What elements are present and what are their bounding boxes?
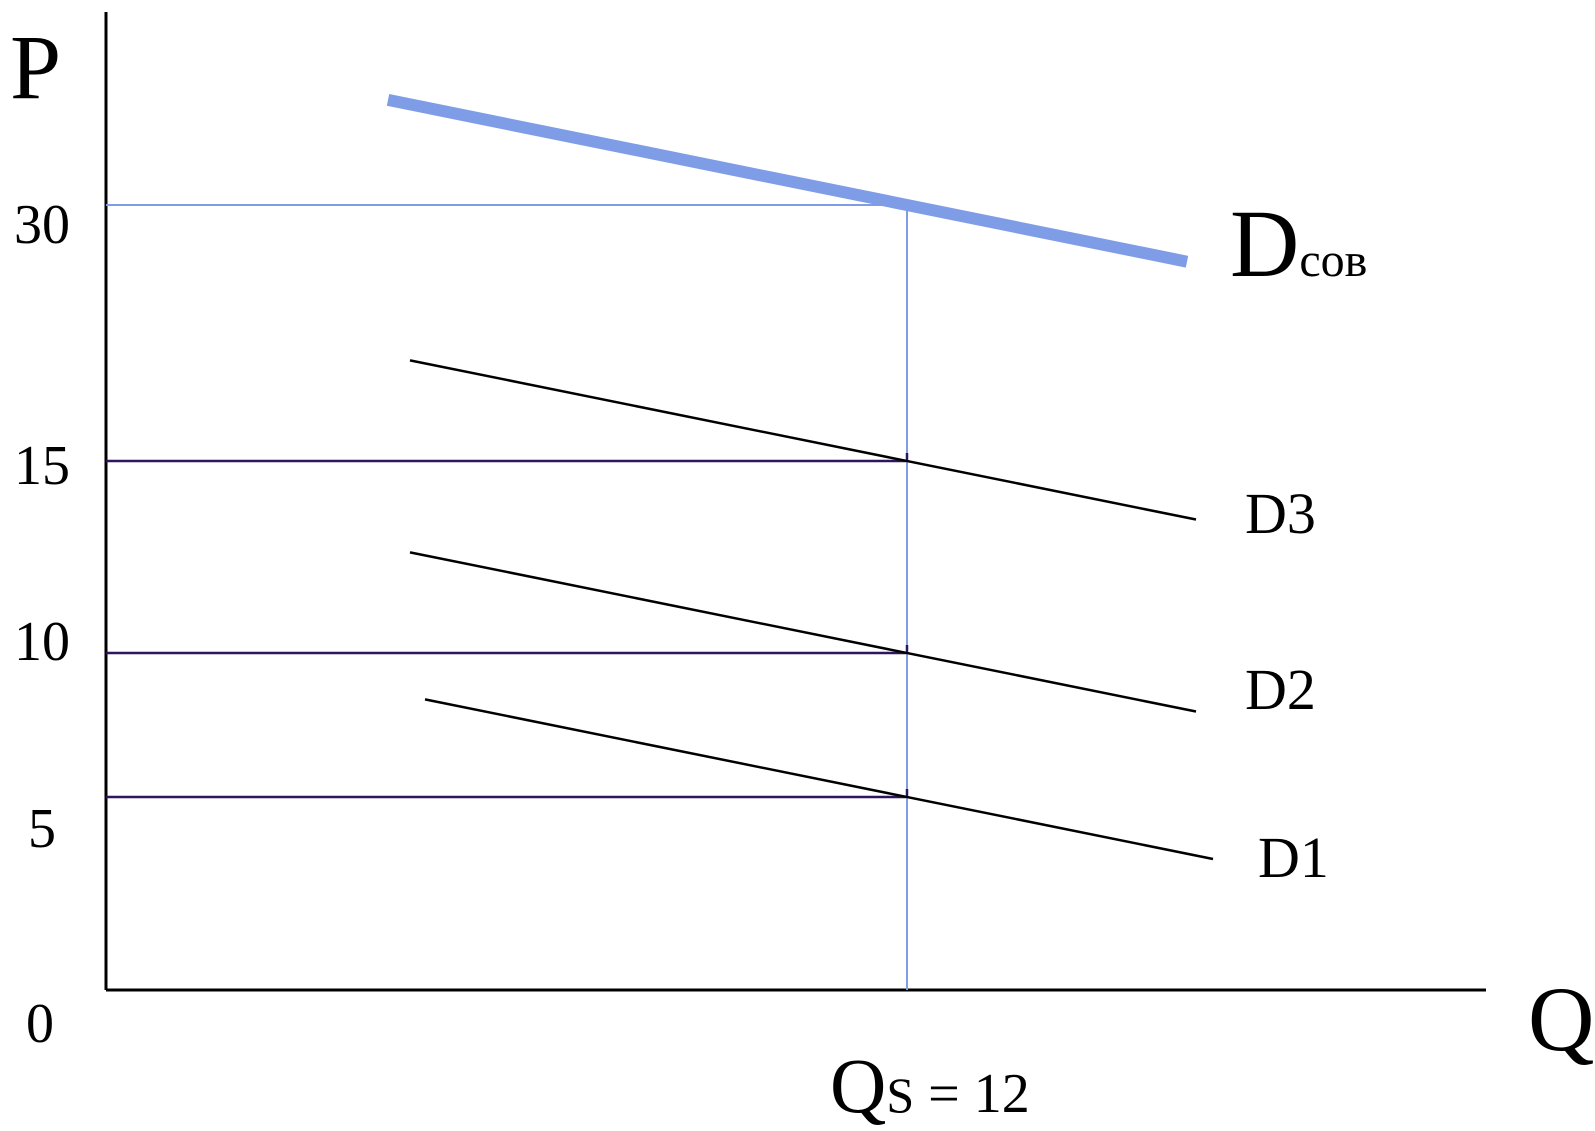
- qs-label: QS = 12: [830, 1042, 1030, 1129]
- series-label-d3: D3: [1245, 481, 1316, 546]
- y-axis-label: P: [10, 16, 61, 118]
- series-labels: D1 D2 D3 Dсов: [1230, 190, 1367, 890]
- series-label-total: Dсов: [1230, 190, 1367, 297]
- x-axis-label: Q: [1528, 968, 1594, 1070]
- demand-curve-d3: [409, 359, 1197, 521]
- demand-curve-d1: [424, 698, 1214, 861]
- guide-lines: [106, 204, 909, 990]
- series-label-d2: D2: [1245, 657, 1316, 722]
- demand-curve-d2: [409, 551, 1197, 713]
- origin-label: 0: [26, 993, 54, 1055]
- qs-label-sub: S: [886, 1067, 914, 1123]
- y-tick-label-5: 5: [28, 798, 56, 860]
- y-tick-label-10: 10: [14, 611, 70, 673]
- demand-curve-total: [386, 94, 1189, 268]
- y-tick-label-30: 30: [14, 194, 70, 256]
- y-tick-label-15: 15: [14, 435, 70, 497]
- demand-curves: [386, 94, 1214, 861]
- y-tick-labels: 30 15 10 5: [14, 194, 70, 860]
- series-label-d1: D1: [1258, 825, 1329, 890]
- qs-label-value: = 12: [914, 1063, 1030, 1125]
- qs-label-main: Q: [830, 1042, 886, 1129]
